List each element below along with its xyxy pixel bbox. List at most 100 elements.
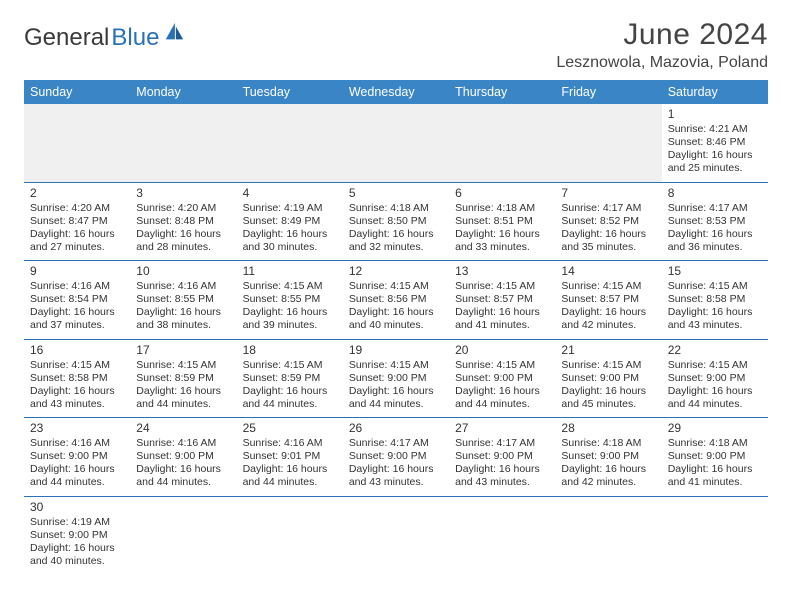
calendar-cell: 24Sunrise: 4:16 AMSunset: 9:00 PMDayligh… bbox=[130, 418, 236, 497]
cell-line: and 44 minutes. bbox=[243, 476, 337, 489]
cell-line: Sunset: 8:48 PM bbox=[136, 215, 230, 228]
calendar-cell: 19Sunrise: 4:15 AMSunset: 9:00 PMDayligh… bbox=[343, 339, 449, 418]
dayhead-sat: Saturday bbox=[662, 80, 768, 104]
cell-line: Daylight: 16 hours bbox=[30, 306, 124, 319]
calendar-cell bbox=[662, 496, 768, 574]
cell-line: Sunset: 8:58 PM bbox=[30, 372, 124, 385]
cell-line: Daylight: 16 hours bbox=[455, 463, 549, 476]
cell-line: and 40 minutes. bbox=[30, 555, 124, 568]
cell-line: Daylight: 16 hours bbox=[136, 228, 230, 241]
cell-line: Sunrise: 4:20 AM bbox=[136, 202, 230, 215]
calendar-cell: 15Sunrise: 4:15 AMSunset: 8:58 PMDayligh… bbox=[662, 261, 768, 340]
calendar-cell: 17Sunrise: 4:15 AMSunset: 8:59 PMDayligh… bbox=[130, 339, 236, 418]
cell-line: Sunrise: 4:16 AM bbox=[30, 280, 124, 293]
cell-line: Sunset: 9:00 PM bbox=[30, 529, 124, 542]
day-number: 30 bbox=[30, 500, 124, 515]
cell-line: Daylight: 16 hours bbox=[668, 385, 762, 398]
calendar-cell: 7Sunrise: 4:17 AMSunset: 8:52 PMDaylight… bbox=[555, 182, 661, 261]
dayhead-thu: Thursday bbox=[449, 80, 555, 104]
cell-line: Sunset: 8:52 PM bbox=[561, 215, 655, 228]
day-number: 5 bbox=[349, 186, 443, 201]
cell-line: Daylight: 16 hours bbox=[136, 306, 230, 319]
day-number: 10 bbox=[136, 264, 230, 279]
cell-line: and 25 minutes. bbox=[668, 162, 762, 175]
day-number: 27 bbox=[455, 421, 549, 436]
calendar-body: 1Sunrise: 4:21 AMSunset: 8:46 PMDaylight… bbox=[24, 104, 768, 574]
cell-line: and 40 minutes. bbox=[349, 319, 443, 332]
cell-line: Sunrise: 4:15 AM bbox=[561, 359, 655, 372]
calendar-cell bbox=[449, 104, 555, 182]
cell-line: Daylight: 16 hours bbox=[243, 306, 337, 319]
cell-line: Sunrise: 4:21 AM bbox=[668, 123, 762, 136]
calendar-cell bbox=[343, 104, 449, 182]
day-number: 6 bbox=[455, 186, 549, 201]
day-number: 14 bbox=[561, 264, 655, 279]
cell-line: and 35 minutes. bbox=[561, 241, 655, 254]
cell-line: Sunrise: 4:15 AM bbox=[136, 359, 230, 372]
calendar-cell: 26Sunrise: 4:17 AMSunset: 9:00 PMDayligh… bbox=[343, 418, 449, 497]
cell-line: Daylight: 16 hours bbox=[243, 228, 337, 241]
day-number: 25 bbox=[243, 421, 337, 436]
dayhead-mon: Monday bbox=[130, 80, 236, 104]
cell-line: Sunset: 9:00 PM bbox=[668, 450, 762, 463]
sail-icon bbox=[163, 21, 185, 43]
cell-line: and 43 minutes. bbox=[668, 319, 762, 332]
cell-line: and 43 minutes. bbox=[30, 398, 124, 411]
cell-line: Daylight: 16 hours bbox=[668, 149, 762, 162]
cell-line: Sunset: 8:57 PM bbox=[561, 293, 655, 306]
day-number: 7 bbox=[561, 186, 655, 201]
cell-line: Sunset: 9:00 PM bbox=[349, 372, 443, 385]
calendar-cell: 8Sunrise: 4:17 AMSunset: 8:53 PMDaylight… bbox=[662, 182, 768, 261]
cell-line: Sunrise: 4:15 AM bbox=[561, 280, 655, 293]
cell-line: Sunset: 8:46 PM bbox=[668, 136, 762, 149]
cell-line: Sunset: 8:51 PM bbox=[455, 215, 549, 228]
day-number: 13 bbox=[455, 264, 549, 279]
calendar-cell: 5Sunrise: 4:18 AMSunset: 8:50 PMDaylight… bbox=[343, 182, 449, 261]
day-number: 2 bbox=[30, 186, 124, 201]
cell-line: Daylight: 16 hours bbox=[30, 542, 124, 555]
cell-line: and 43 minutes. bbox=[455, 476, 549, 489]
cell-line: Sunrise: 4:19 AM bbox=[243, 202, 337, 215]
cell-line: Sunset: 8:59 PM bbox=[136, 372, 230, 385]
calendar-cell bbox=[237, 496, 343, 574]
cell-line: Sunset: 8:54 PM bbox=[30, 293, 124, 306]
cell-line: and 44 minutes. bbox=[30, 476, 124, 489]
calendar-cell: 29Sunrise: 4:18 AMSunset: 9:00 PMDayligh… bbox=[662, 418, 768, 497]
cell-line: Sunrise: 4:15 AM bbox=[30, 359, 124, 372]
cell-line: Sunrise: 4:17 AM bbox=[668, 202, 762, 215]
cell-line: and 41 minutes. bbox=[668, 476, 762, 489]
calendar-row: 23Sunrise: 4:16 AMSunset: 9:00 PMDayligh… bbox=[24, 418, 768, 497]
cell-line: Daylight: 16 hours bbox=[243, 385, 337, 398]
cell-line: Daylight: 16 hours bbox=[561, 228, 655, 241]
cell-line: Sunrise: 4:15 AM bbox=[349, 280, 443, 293]
day-number: 8 bbox=[668, 186, 762, 201]
cell-line: Sunrise: 4:18 AM bbox=[455, 202, 549, 215]
cell-line: Sunset: 9:00 PM bbox=[561, 450, 655, 463]
cell-line: and 42 minutes. bbox=[561, 319, 655, 332]
calendar-cell: 23Sunrise: 4:16 AMSunset: 9:00 PMDayligh… bbox=[24, 418, 130, 497]
calendar-cell bbox=[555, 104, 661, 182]
calendar-cell: 1Sunrise: 4:21 AMSunset: 8:46 PMDaylight… bbox=[662, 104, 768, 182]
cell-line: Daylight: 16 hours bbox=[136, 463, 230, 476]
page-header: GeneralBlue June 2024 Lesznowola, Mazovi… bbox=[24, 18, 768, 72]
calendar-cell: 2Sunrise: 4:20 AMSunset: 8:47 PMDaylight… bbox=[24, 182, 130, 261]
cell-line: and 37 minutes. bbox=[30, 319, 124, 332]
cell-line: Sunrise: 4:15 AM bbox=[349, 359, 443, 372]
cell-line: and 44 minutes. bbox=[136, 398, 230, 411]
cell-line: Sunrise: 4:16 AM bbox=[243, 437, 337, 450]
cell-line: and 44 minutes. bbox=[455, 398, 549, 411]
calendar-cell bbox=[343, 496, 449, 574]
calendar-row: 30Sunrise: 4:19 AMSunset: 9:00 PMDayligh… bbox=[24, 496, 768, 574]
day-number: 23 bbox=[30, 421, 124, 436]
cell-line: Daylight: 16 hours bbox=[668, 463, 762, 476]
day-number: 18 bbox=[243, 343, 337, 358]
day-number: 11 bbox=[243, 264, 337, 279]
cell-line: Daylight: 16 hours bbox=[561, 463, 655, 476]
calendar-cell: 16Sunrise: 4:15 AMSunset: 8:58 PMDayligh… bbox=[24, 339, 130, 418]
cell-line: and 32 minutes. bbox=[349, 241, 443, 254]
cell-line: Sunset: 8:50 PM bbox=[349, 215, 443, 228]
day-number: 24 bbox=[136, 421, 230, 436]
cell-line: Sunset: 8:55 PM bbox=[243, 293, 337, 306]
cell-line: and 44 minutes. bbox=[243, 398, 337, 411]
cell-line: Sunset: 8:53 PM bbox=[668, 215, 762, 228]
